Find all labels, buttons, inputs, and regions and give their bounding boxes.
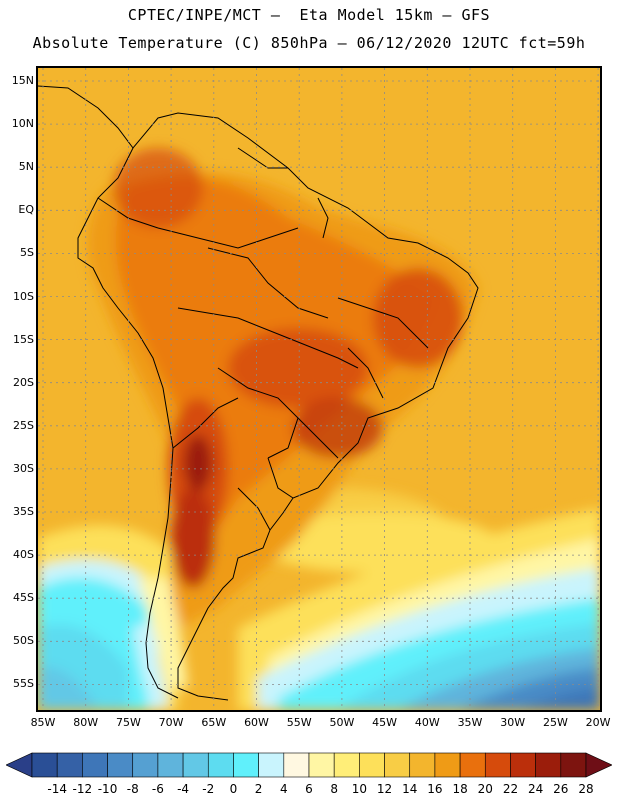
colorbar-label: 22 — [502, 782, 519, 796]
colorbar-label: 2 — [254, 782, 263, 796]
map-title: CPTEC/INPE/MCT – Eta Model 15km – GFS — [127, 6, 491, 24]
longitude-label: 20W — [585, 716, 611, 729]
colorbar-high-arrow — [585, 752, 612, 778]
latitude-label: 5S — [20, 246, 34, 260]
colorbar-label: -8 — [126, 782, 139, 796]
temperature-colorbar — [6, 752, 612, 778]
temperature-map[interactable] — [36, 66, 602, 712]
colorbar-label: 8 — [330, 782, 338, 796]
longitude-label: 35W — [457, 716, 483, 729]
longitude-label: 50W — [329, 716, 355, 729]
latitude-label: 10N — [11, 117, 34, 131]
latitude-label: 55S — [13, 677, 34, 691]
colorbar-swatch — [560, 752, 587, 778]
colorbar-swatch — [56, 752, 83, 778]
colorbar-low-arrow — [6, 752, 33, 778]
colorbar-swatch — [359, 752, 385, 778]
longitude-label: 65W — [201, 716, 227, 729]
temperature-field — [38, 148, 600, 710]
longitude-label: 55W — [286, 716, 312, 729]
colorbar-swatch — [308, 752, 335, 778]
longitude-label: 80W — [73, 716, 99, 729]
longitude-label: 70W — [158, 716, 184, 729]
longitude-label: 40W — [414, 716, 440, 729]
colorbar-swatch — [182, 752, 209, 778]
colorbar-label: 16 — [427, 782, 443, 796]
colorbar-swatch — [409, 752, 436, 778]
colorbar-label: 0 — [229, 782, 238, 796]
colorbar-label: 6 — [305, 782, 313, 796]
map-canvas — [38, 68, 600, 710]
latitude-label: 45S — [13, 591, 34, 605]
colorbar-swatch — [233, 752, 259, 778]
colorbar-label: 4 — [279, 782, 288, 796]
colorbar-label: 10 — [351, 782, 367, 796]
colorbar-label: 28 — [578, 782, 594, 796]
colorbar-label: -14 — [47, 782, 67, 796]
colorbar-label: -4 — [177, 782, 190, 796]
longitude-label: 25W — [542, 716, 568, 729]
latitude-label: 30S — [13, 461, 34, 475]
coastlines — [38, 85, 479, 701]
colorbar-swatch — [82, 752, 108, 778]
latitude-label: 5N — [18, 160, 34, 174]
map-subtitle: Absolute Temperature (C) 850hPa – 06/12/… — [32, 34, 586, 52]
colorbar-swatch — [283, 752, 310, 778]
longitude-label: 30W — [500, 716, 526, 729]
colorbar-swatch — [157, 752, 184, 778]
longitude-label: 75W — [115, 716, 141, 729]
colorbar-label: -10 — [97, 782, 118, 796]
colorbar-label: 14 — [402, 782, 418, 796]
colorbar-swatch — [459, 752, 486, 778]
latitude-label: 15S — [13, 332, 34, 346]
colorbar-swatch — [434, 752, 461, 778]
latitude-label: 35S — [13, 505, 34, 518]
colorbar-label: -6 — [151, 782, 164, 796]
colorbar-label: 18 — [452, 782, 468, 796]
longitude-label: 45W — [372, 716, 398, 729]
colorbar-label: -2 — [202, 782, 215, 796]
colorbar-swatch — [384, 752, 411, 778]
colorbar-swatch — [484, 752, 511, 778]
colorbar-swatch — [333, 752, 360, 778]
latitude-label: 20S — [13, 375, 34, 389]
colorbar-label: 26 — [553, 782, 569, 796]
colorbar-label: 24 — [527, 782, 544, 796]
latitude-label: EQ — [18, 203, 34, 217]
longitude-label: 85W — [30, 716, 56, 729]
colorbar-label: 20 — [477, 782, 493, 796]
colorbar-label: 12 — [376, 782, 393, 796]
longitude-label: 60W — [244, 716, 269, 729]
latitude-label: 10S — [13, 289, 34, 303]
coordinate-grid — [38, 68, 600, 710]
colorbar-swatch — [31, 752, 58, 778]
colorbar-label: -12 — [72, 782, 93, 796]
latitude-label: 25S — [13, 418, 34, 432]
colorbar-swatch — [535, 752, 562, 778]
colorbar-swatch — [132, 752, 159, 778]
colorbar-swatch — [510, 752, 536, 778]
latitude-label: 15N — [11, 74, 34, 87]
latitude-label: 40S — [13, 548, 34, 562]
colorbar-swatch — [207, 752, 234, 778]
colorbar-swatch — [258, 752, 285, 778]
colorbar-swatch — [107, 752, 134, 778]
latitude-label: 50S — [13, 634, 34, 648]
